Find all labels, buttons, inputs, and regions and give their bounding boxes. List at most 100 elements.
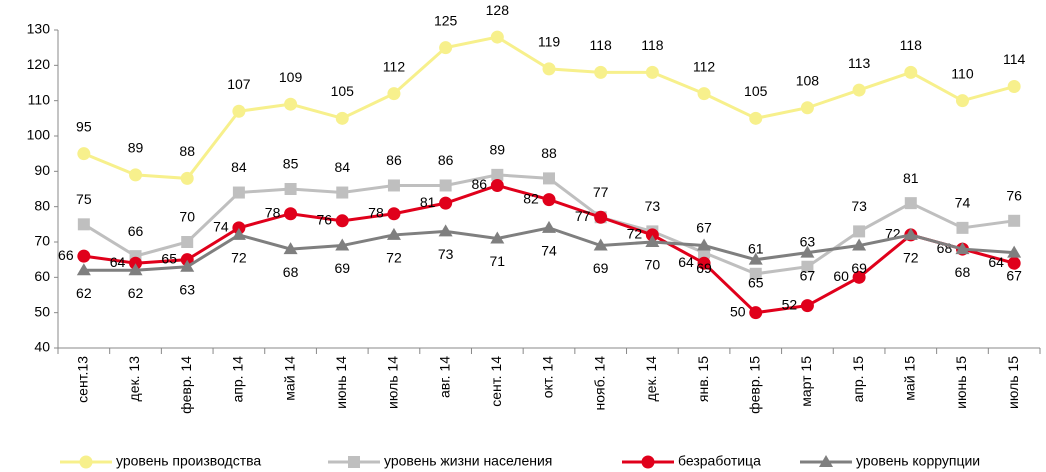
marker	[283, 242, 298, 255]
marker	[697, 256, 711, 270]
data-label: 75	[76, 191, 92, 207]
data-label: 66	[128, 223, 144, 239]
data-label: 119	[538, 34, 561, 50]
data-label: 50	[730, 303, 746, 319]
marker	[852, 270, 866, 284]
data-label: 77	[575, 208, 591, 224]
marker	[853, 225, 866, 238]
marker	[645, 65, 659, 79]
data-label: 70	[645, 257, 661, 273]
data-label: 63	[800, 233, 816, 249]
x-tick-label: февр. 14	[178, 356, 194, 414]
data-label: 72	[627, 226, 643, 242]
marker	[749, 267, 762, 280]
legend-label: уровень коррупции	[856, 453, 980, 469]
y-tick-label: 110	[28, 91, 51, 107]
data-label: 76	[1006, 188, 1022, 204]
data-label: 85	[283, 156, 299, 172]
marker	[542, 62, 556, 76]
data-label: 73	[438, 246, 454, 262]
data-label: 109	[279, 69, 303, 85]
marker	[903, 227, 918, 240]
data-label: 108	[796, 72, 820, 88]
marker	[904, 65, 918, 79]
data-label: 69	[851, 260, 867, 276]
marker	[284, 97, 298, 111]
legend-marker	[641, 455, 655, 469]
data-label: 88	[541, 145, 557, 161]
marker	[77, 147, 91, 161]
x-tick-label: сент. 14	[488, 356, 504, 407]
data-label: 84	[231, 159, 247, 175]
data-label: 64	[678, 254, 694, 270]
marker	[800, 101, 814, 115]
marker	[284, 207, 298, 221]
marker	[76, 263, 91, 276]
marker	[801, 260, 814, 273]
marker	[800, 245, 815, 258]
data-label: 74	[955, 195, 971, 211]
y-tick-label: 60	[34, 268, 50, 284]
marker	[180, 259, 195, 272]
x-tick-label: май 14	[281, 356, 297, 401]
x-tick-label: сент.13	[75, 356, 91, 403]
data-label: 61	[748, 241, 764, 257]
data-label: 65	[161, 250, 177, 266]
marker	[128, 263, 143, 276]
data-label: 64	[988, 254, 1004, 270]
data-label: 69	[334, 260, 350, 276]
data-label: 112	[383, 58, 406, 74]
data-label: 73	[851, 198, 867, 214]
marker	[231, 227, 246, 240]
data-label: 118	[900, 37, 923, 53]
data-label: 114	[1003, 51, 1026, 67]
marker	[387, 179, 400, 192]
marker	[336, 186, 349, 199]
x-tick-label: нояб. 14	[591, 356, 607, 411]
marker	[284, 183, 297, 195]
data-label: 66	[58, 247, 74, 263]
marker	[593, 238, 608, 251]
legend-label: уровень производства	[116, 453, 261, 469]
marker	[1008, 214, 1021, 227]
data-label: 74	[213, 219, 229, 235]
data-label: 65	[748, 274, 764, 290]
x-tick-label: май 15	[901, 356, 917, 401]
marker	[749, 306, 763, 320]
data-label: 67	[1006, 267, 1022, 283]
data-label: 67	[800, 267, 816, 283]
marker	[697, 87, 711, 101]
marker	[955, 242, 970, 255]
marker	[129, 168, 143, 182]
x-tick-label: окт. 14	[540, 356, 556, 398]
series: 95 89 88 107 109 105 112 125 128 119 118 118 112 105 1…	[76, 2, 1026, 185]
x-tick-label: дек. 13	[126, 356, 142, 402]
marker	[956, 221, 969, 234]
marker	[904, 197, 917, 210]
marker	[955, 94, 969, 108]
y-tick-label: 100	[27, 127, 51, 143]
data-label: 63	[179, 281, 195, 297]
data-label: 77	[593, 184, 609, 200]
data-label: 72	[386, 250, 402, 266]
marker	[439, 41, 453, 55]
data-label: 62	[76, 285, 92, 301]
marker	[77, 249, 91, 263]
data-label: 78	[368, 204, 384, 220]
marker	[852, 83, 866, 97]
data-label: 86	[472, 176, 488, 192]
y-tick-label: 40	[34, 339, 50, 355]
x-tick-label: янв. 15	[695, 356, 711, 402]
legend-marker	[348, 456, 360, 468]
data-label: 81	[903, 170, 919, 186]
data-label: 118	[590, 37, 613, 53]
data-label: 69	[593, 260, 609, 276]
marker	[543, 172, 555, 185]
marker	[438, 224, 453, 237]
data-label: 78	[265, 204, 281, 220]
x-tick-label: июнь 15	[953, 356, 969, 409]
y-tick-label: 50	[34, 303, 50, 319]
marker	[77, 218, 90, 231]
data-label: 60	[833, 268, 849, 284]
